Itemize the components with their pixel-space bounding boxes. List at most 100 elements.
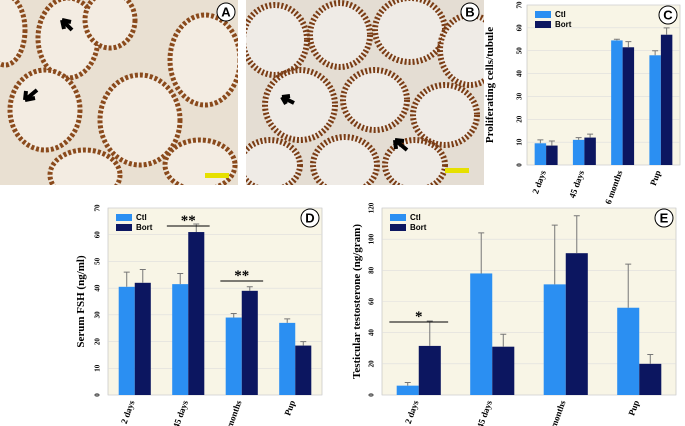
x-tick-label: 2 days xyxy=(403,399,421,426)
error-bar xyxy=(652,50,659,56)
panel-label: D xyxy=(305,211,314,226)
legend-swatch xyxy=(390,214,406,221)
y-tick-label: 70 xyxy=(516,1,524,9)
panel-label: A xyxy=(221,5,231,20)
panel-label-a: A xyxy=(216,2,236,22)
bar xyxy=(534,143,547,165)
x-tick-label: 6 months xyxy=(222,399,244,426)
legend-label: Ctl xyxy=(410,213,421,222)
y-tick-label: 20 xyxy=(94,338,102,346)
error-bar xyxy=(573,215,580,254)
error-bar xyxy=(193,223,200,233)
x-tick-label: 6 months xyxy=(603,169,625,206)
panel-label-circle xyxy=(300,208,320,228)
bar xyxy=(622,47,635,165)
y-tick-label: 10 xyxy=(516,138,524,146)
bar xyxy=(660,34,673,165)
y-tick-label: 20 xyxy=(516,115,524,123)
y-tick-label: 60 xyxy=(368,298,376,306)
x-tick-label: 45 days xyxy=(475,399,494,426)
bar xyxy=(617,307,640,395)
legend-label: Bort xyxy=(136,223,153,232)
legend-swatch xyxy=(535,21,551,28)
micrograph-a xyxy=(0,0,238,185)
error-bar xyxy=(300,341,307,346)
x-tick-label: Pup xyxy=(626,399,641,417)
bar xyxy=(241,290,258,395)
bar xyxy=(172,284,189,395)
y-axis-label: Proliferating cells/tubule xyxy=(484,27,496,143)
significance-label: ** xyxy=(234,268,249,284)
panel-label: B xyxy=(465,5,474,20)
panel-label: C xyxy=(663,8,673,23)
x-tick-label: 2 days xyxy=(119,399,137,426)
y-tick-label: 30 xyxy=(516,92,524,100)
error-bar xyxy=(284,318,291,323)
significance-label: ** xyxy=(181,213,196,229)
bar xyxy=(572,139,585,165)
error-bar xyxy=(625,41,632,48)
bar xyxy=(279,322,296,395)
micrograph-b xyxy=(246,0,484,185)
bar xyxy=(649,55,661,165)
error-bar xyxy=(123,271,130,287)
error-bar xyxy=(404,382,411,386)
x-tick-label: 45 days xyxy=(171,399,190,426)
error-bar xyxy=(613,38,620,41)
legend-swatch xyxy=(116,214,132,221)
error-bar xyxy=(647,353,654,364)
error-bar xyxy=(177,272,184,285)
bar xyxy=(134,282,151,395)
y-tick-label: 50 xyxy=(516,47,524,55)
error-bar xyxy=(139,268,146,283)
y-tick-label: 0 xyxy=(516,163,524,167)
y-tick-label: 50 xyxy=(94,257,102,265)
error-bar xyxy=(537,139,544,144)
bar xyxy=(584,137,596,165)
y-tick-label: 120 xyxy=(368,202,376,213)
significance-label: * xyxy=(415,309,423,325)
bar xyxy=(639,363,662,395)
x-tick-label: 6 months xyxy=(546,399,568,426)
error-bar xyxy=(548,140,555,146)
error-bar xyxy=(575,137,582,140)
y-tick-label: 30 xyxy=(94,311,102,319)
error-bar xyxy=(587,133,594,138)
bar xyxy=(543,284,566,395)
y-tick-label: 0 xyxy=(368,393,376,397)
bar xyxy=(565,253,588,395)
y-tick-label: 60 xyxy=(94,231,102,239)
bar xyxy=(188,232,205,395)
y-tick-label: 100 xyxy=(368,233,376,244)
error-bar xyxy=(230,313,237,318)
y-tick-label: 40 xyxy=(94,284,102,292)
legend-swatch xyxy=(390,224,406,231)
legend-label: Ctl xyxy=(136,213,147,222)
y-tick-label: 40 xyxy=(516,70,524,78)
bar xyxy=(225,317,242,395)
bar xyxy=(470,273,493,395)
legend-label: Bort xyxy=(410,223,427,232)
bar xyxy=(546,145,558,165)
bar xyxy=(295,345,312,395)
x-tick-label: Pup xyxy=(282,399,297,417)
bar xyxy=(611,40,623,165)
legend-label: Bort xyxy=(555,20,572,29)
panel-label-b: B xyxy=(460,2,480,22)
bar xyxy=(396,385,419,395)
y-tick-label: 80 xyxy=(368,266,376,274)
y-axis-label: Testicular testosterone (ng/gram) xyxy=(351,224,363,379)
error-bar xyxy=(625,263,632,308)
error-bar xyxy=(478,232,485,274)
error-bar xyxy=(246,286,253,291)
error-bar xyxy=(500,333,507,347)
y-axis-label: Serum FSH (ng/ml) xyxy=(75,255,87,348)
error-bar xyxy=(426,320,433,346)
y-tick-label: 0 xyxy=(94,393,102,397)
y-tick-label: 40 xyxy=(368,329,376,337)
y-tick-label: 60 xyxy=(516,24,524,32)
y-tick-label: 10 xyxy=(94,364,102,372)
panel-label: E xyxy=(660,211,669,226)
legend-swatch xyxy=(535,11,551,18)
